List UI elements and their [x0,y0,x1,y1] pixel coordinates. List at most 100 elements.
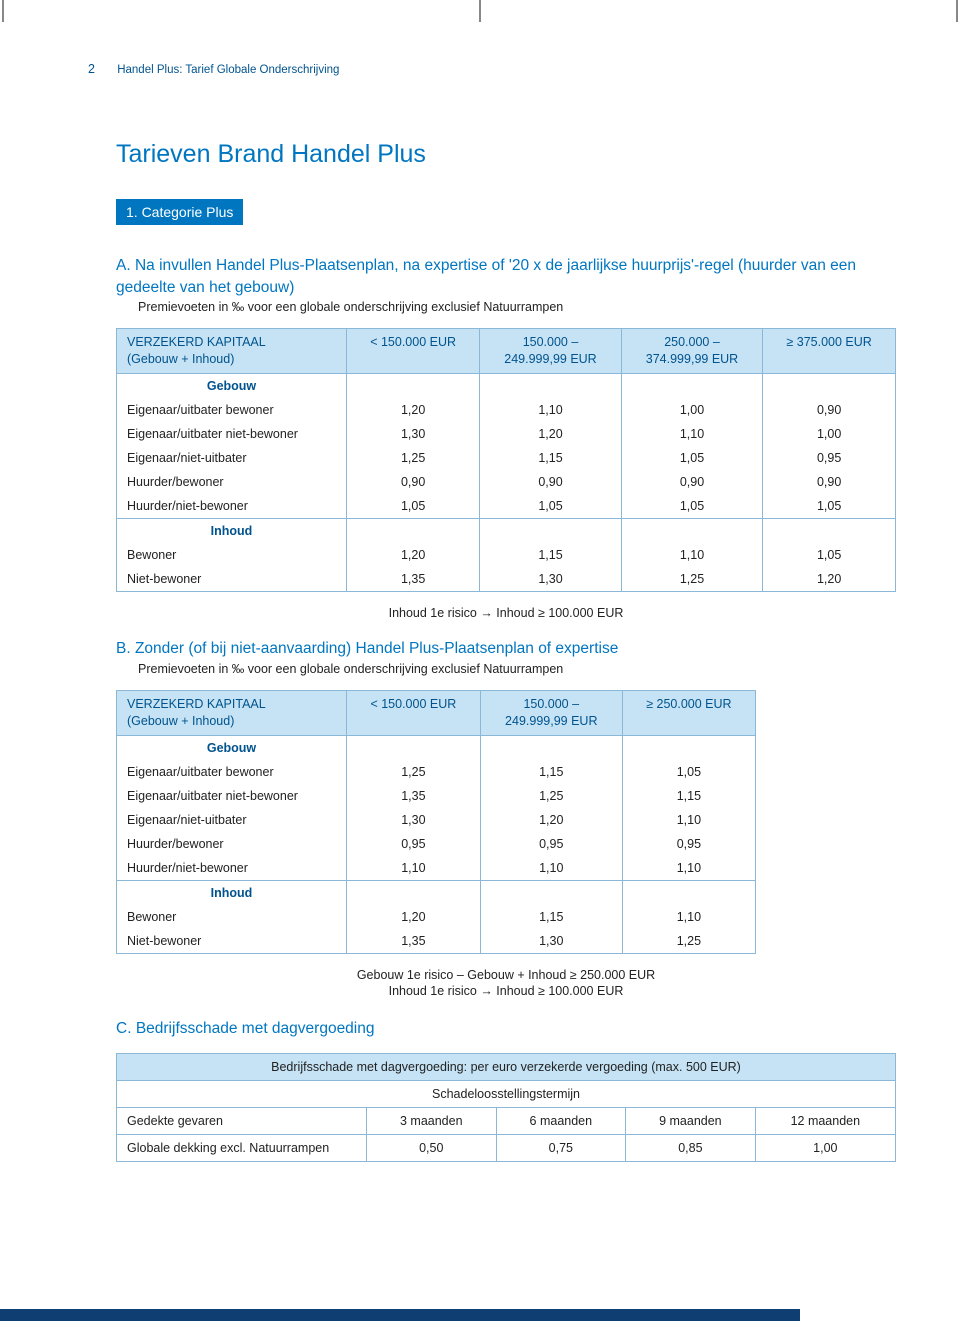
table-row: Huurder/niet-bewoner1,051,051,051,05 [117,494,896,519]
cell: 0,90 [621,470,763,494]
row-label: Eigenaar/niet-uitbater [117,446,347,470]
table-b-col1: 150.000 –249.999,99 EUR [480,690,622,735]
cell: 1,25 [621,567,763,592]
cell: 0,95 [347,832,481,856]
table-row: Eigenaar/niet-uitbater1,251,151,050,95 [117,446,896,470]
cell: 1,20 [347,905,481,929]
row-label: Huurder/niet-bewoner [117,494,347,519]
table-row: Huurder/niet-bewoner1,101,101,10 [117,856,756,881]
table-c-v2: 0,85 [626,1135,756,1162]
cell: 1,05 [621,446,763,470]
table-c-v1: 0,75 [496,1135,626,1162]
cell: 1,35 [347,567,480,592]
cell: 1,35 [347,929,481,954]
table-c-v3: 1,00 [755,1135,895,1162]
table-row: Eigenaar/uitbater bewoner1,251,151,05 [117,760,756,784]
cell: 1,05 [763,543,896,567]
page-content: 2 Handel Plus: Tarief Globale Onderschri… [0,0,960,1162]
table-row: Eigenaar/uitbater niet-bewoner1,301,201,… [117,422,896,446]
cell: 1,05 [347,494,480,519]
cell: 1,15 [622,784,755,808]
cell: 0,90 [763,470,896,494]
table-c-col3: 12 maanden [755,1108,895,1135]
table-row: Niet-bewoner1,351,301,25 [117,929,756,954]
section-b-footnote1: Gebouw 1e risico – Gebouw + Inhoud ≥ 250… [116,968,896,982]
table-a-col2: 250.000 –374.999,99 EUR [621,329,763,374]
table-c-data-label: Globale dekking excl. Natuurrampen [117,1135,367,1162]
table-b: VERZEKERD KAPITAAL (Gebouw + Inhoud) < 1… [116,690,756,954]
cell: 0,90 [480,470,622,494]
cell: 1,10 [622,856,755,881]
table-b-col0: < 150.000 EUR [347,690,481,735]
cell: 1,25 [347,760,481,784]
table-row: Bewoner1,201,151,101,05 [117,543,896,567]
row-label: Huurder/bewoner [117,832,347,856]
table-b-header-row: VERZEKERD KAPITAAL (Gebouw + Inhoud) < 1… [117,690,756,735]
section-b-heading: B. Zonder (of bij niet-aanvaarding) Hand… [116,638,880,660]
cell: 1,30 [347,422,480,446]
table-c-col0: 3 maanden [367,1108,497,1135]
cell: 1,25 [480,784,622,808]
section-c-heading: C. Bedrijfsschade met dagvergoeding [116,1018,880,1040]
cell: 1,10 [347,856,481,881]
table-b-header-label: VERZEKERD KAPITAAL (Gebouw + Inhoud) [117,690,347,735]
cell: 1,10 [621,422,763,446]
page-title: Tarieven Brand Handel Plus [116,140,880,169]
cell: 0,90 [763,398,896,422]
footer-bar [0,1309,800,1321]
cell: 1,05 [763,494,896,519]
row-label: Bewoner [117,543,347,567]
table-a-group2: Inhoud [117,519,347,544]
row-label: Eigenaar/uitbater niet-bewoner [117,422,347,446]
table-c-header-row: Gedekte gevaren 3 maanden 6 maanden 9 ma… [117,1108,896,1135]
running-header: 2 Handel Plus: Tarief Globale Onderschri… [88,62,880,76]
table-b-group2: Inhoud [117,880,347,905]
row-label: Eigenaar/uitbater bewoner [117,760,347,784]
running-title: Handel Plus: Tarief Globale Onderschrijv… [117,64,339,76]
cell: 1,10 [621,543,763,567]
table-c-rowlabel: Gedekte gevaren [117,1108,367,1135]
table-a-col0: < 150.000 EUR [347,329,480,374]
cell: 1,20 [480,808,622,832]
section-a-footnote: Inhoud 1e risico → Inhoud ≥ 100.000 EUR [116,606,896,620]
table-c-col2: 9 maanden [626,1108,756,1135]
cell: 0,95 [480,832,622,856]
table-a-col1: 150.000 –249.999,99 EUR [480,329,622,374]
cell: 1,10 [622,808,755,832]
cell: 0,90 [347,470,480,494]
table-a-col3: ≥ 375.000 EUR [763,329,896,374]
cell: 1,20 [347,543,480,567]
cell: 1,15 [480,760,622,784]
cell: 1,35 [347,784,481,808]
cell: 0,95 [622,832,755,856]
cell: 1,05 [480,494,622,519]
cell: 1,20 [347,398,480,422]
table-b-col2: ≥ 250.000 EUR [622,690,755,735]
cell: 1,20 [480,422,622,446]
table-b-group1: Gebouw [117,735,347,760]
cell: 0,95 [763,446,896,470]
cell: 1,30 [347,808,481,832]
table-c-col1: 6 maanden [496,1108,626,1135]
row-label: Huurder/niet-bewoner [117,856,347,881]
cell: 1,10 [480,398,622,422]
table-a-group1: Gebouw [117,374,347,399]
cell: 1,30 [480,929,622,954]
row-label: Huurder/bewoner [117,470,347,494]
row-label: Eigenaar/uitbater niet-bewoner [117,784,347,808]
cell: 1,25 [622,929,755,954]
section-b-footnote2: Inhoud 1e risico → Inhoud ≥ 100.000 EUR [116,984,896,998]
row-label: Eigenaar/niet-uitbater [117,808,347,832]
cell: 1,25 [347,446,480,470]
table-row: Huurder/bewoner0,900,900,900,90 [117,470,896,494]
category-badge: 1. Categorie Plus [116,199,243,225]
row-label: Niet-bewoner [117,929,347,954]
table-row: Eigenaar/uitbater bewoner1,201,101,000,9… [117,398,896,422]
row-label: Bewoner [117,905,347,929]
page-number: 2 [88,62,114,76]
table-row: Eigenaar/niet-uitbater1,301,201,10 [117,808,756,832]
table-row: Eigenaar/uitbater niet-bewoner1,351,251,… [117,784,756,808]
table-c-title: Bedrijfsschade met dagvergoeding: per eu… [117,1054,896,1081]
table-row: Huurder/bewoner0,950,950,95 [117,832,756,856]
cell: 1,00 [763,422,896,446]
